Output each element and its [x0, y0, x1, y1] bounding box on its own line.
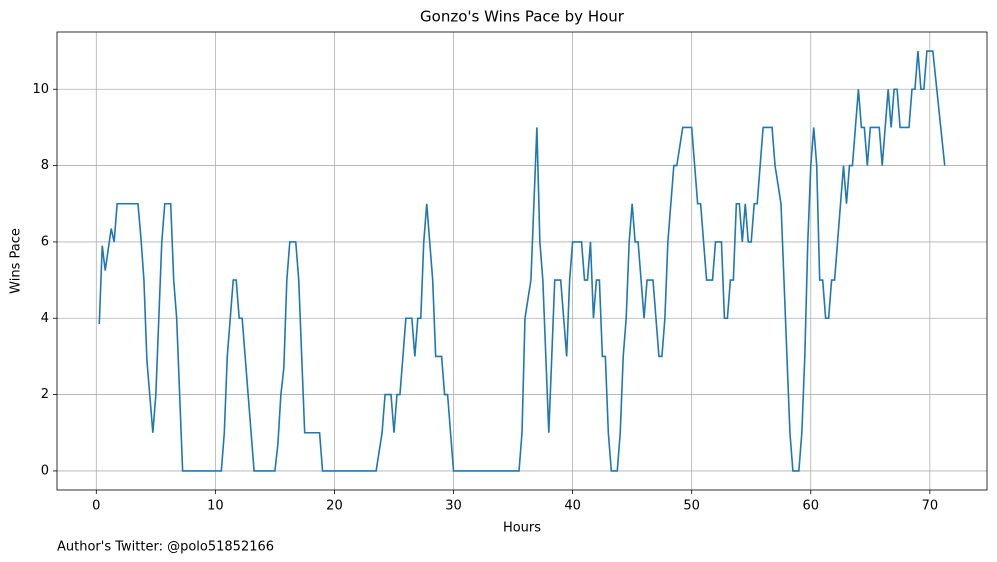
- x-axis-label: Hours: [503, 521, 541, 536]
- y-tick-label: 8: [41, 158, 49, 173]
- x-tick-label: 0: [92, 499, 100, 514]
- x-tick-label: 30: [445, 499, 462, 514]
- x-tick-label: 50: [683, 499, 700, 514]
- y-tick-label: 0: [41, 463, 49, 478]
- y-tick-label: 6: [41, 234, 49, 249]
- plot-frame: [56, 31, 988, 491]
- footnote: Author's Twitter: @polo51852166: [57, 540, 274, 555]
- chart-title: Gonzo's Wins Pace by Hour: [420, 8, 625, 26]
- x-tick-label: 40: [564, 499, 581, 514]
- x-tick-label: 60: [802, 499, 819, 514]
- x-tick-label: 70: [922, 499, 939, 514]
- y-axis-label: Wins Pace: [9, 228, 24, 294]
- x-tick-label: 20: [326, 499, 343, 514]
- line-series: [98, 50, 946, 472]
- x-tick-label: 10: [207, 499, 224, 514]
- y-tick-label: 2: [41, 387, 49, 402]
- y-tick-label: 10: [32, 82, 49, 97]
- y-tick-label: 4: [41, 311, 49, 326]
